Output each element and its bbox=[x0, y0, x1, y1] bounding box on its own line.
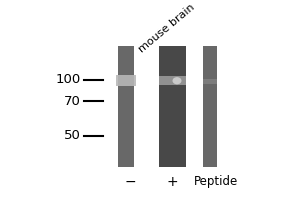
Text: 50: 50 bbox=[64, 129, 81, 142]
Text: 100: 100 bbox=[56, 73, 81, 86]
Text: mouse brain: mouse brain bbox=[136, 2, 196, 54]
Text: +: + bbox=[167, 175, 178, 189]
Text: 70: 70 bbox=[64, 95, 81, 108]
Text: Peptide: Peptide bbox=[194, 175, 238, 188]
Bar bbox=[203, 46, 217, 167]
Bar bbox=[116, 75, 136, 86]
Bar bbox=[159, 46, 186, 167]
Bar bbox=[118, 46, 134, 167]
Ellipse shape bbox=[172, 77, 182, 84]
Text: −: − bbox=[125, 175, 136, 189]
Bar bbox=[159, 76, 186, 85]
Bar bbox=[203, 79, 217, 84]
